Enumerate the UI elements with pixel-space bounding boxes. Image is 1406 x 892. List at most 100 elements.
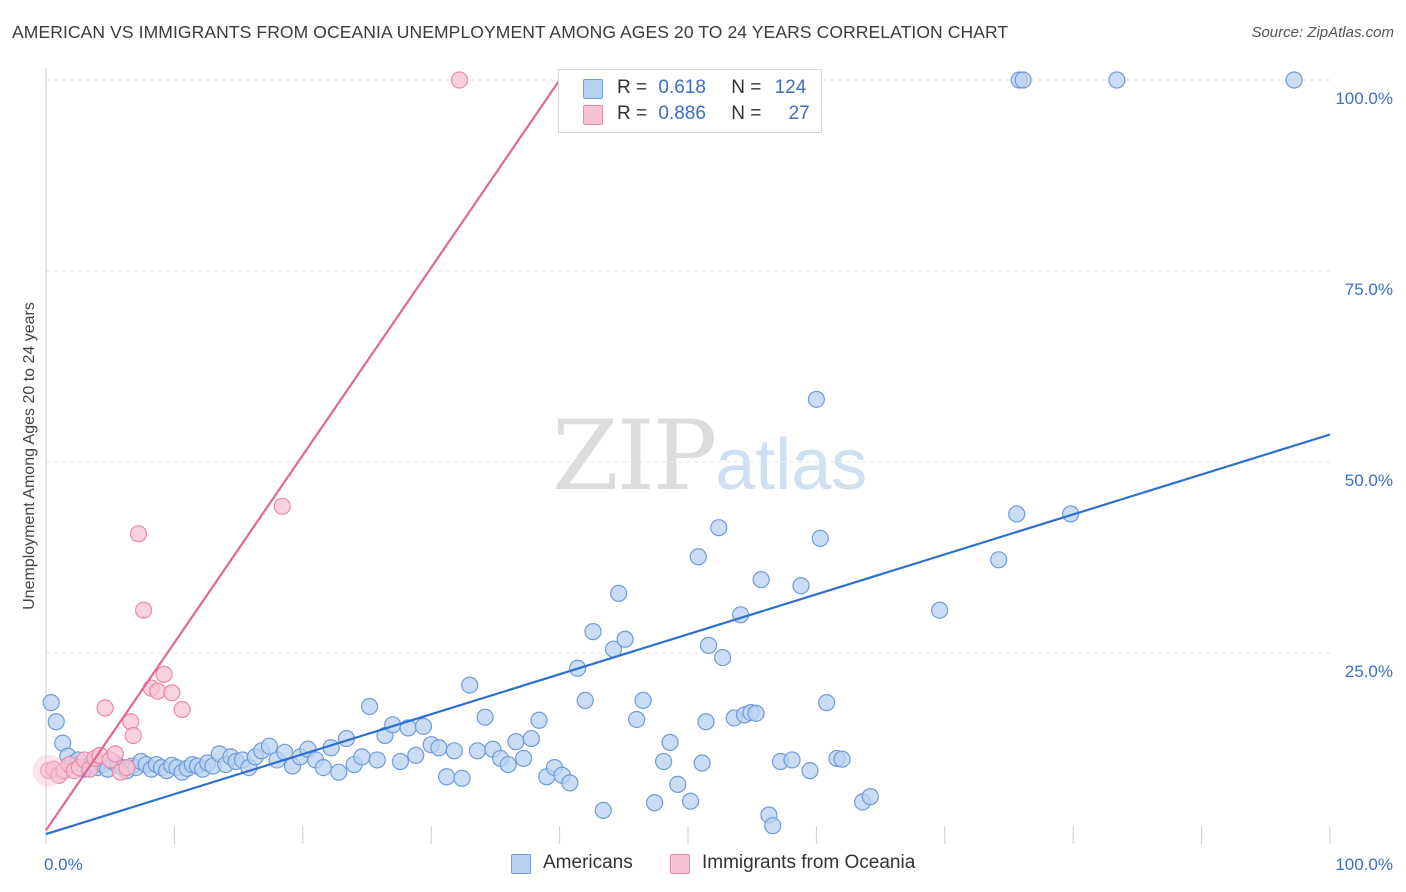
legend-n-label: N = bbox=[731, 103, 762, 124]
oceania-point bbox=[273, 497, 291, 515]
americans-point bbox=[1062, 505, 1080, 523]
oceania-point bbox=[450, 71, 469, 89]
americans-point bbox=[669, 775, 687, 794]
americans-point bbox=[445, 742, 463, 760]
legend-swatch-oceania bbox=[583, 105, 603, 125]
americans-point bbox=[610, 584, 628, 603]
americans-point bbox=[693, 754, 711, 772]
americans-point bbox=[714, 648, 732, 667]
americans-point bbox=[818, 694, 836, 712]
bottom-legend-label-americans: Americans bbox=[543, 852, 633, 873]
americans-point bbox=[681, 792, 700, 810]
americans-point bbox=[689, 548, 707, 566]
americans-point bbox=[391, 752, 409, 771]
chart-title: AMERICAN VS IMMIGRANTS FROM OCEANIA UNEM… bbox=[12, 22, 1009, 42]
americans-point bbox=[353, 748, 371, 766]
americans-point bbox=[807, 390, 826, 408]
americans-point bbox=[515, 749, 533, 768]
americans-point bbox=[314, 758, 332, 777]
grid-lines bbox=[46, 79, 1330, 654]
americans-point bbox=[811, 529, 829, 548]
americans-trend-line bbox=[45, 433, 1331, 836]
americans-point bbox=[330, 763, 348, 781]
legend-r-value-americans: 0.618 bbox=[658, 77, 706, 98]
legend-r-label: R = bbox=[617, 77, 648, 98]
americans-point bbox=[764, 817, 782, 835]
americans-point bbox=[634, 691, 652, 709]
watermark-zip: ZIP bbox=[552, 400, 717, 512]
americans-point bbox=[561, 774, 579, 792]
americans-point bbox=[699, 636, 718, 654]
americans-point bbox=[661, 733, 679, 751]
americans-point bbox=[468, 742, 487, 760]
americans-point bbox=[47, 713, 65, 731]
x-tick-label-max: 100.0% bbox=[1335, 855, 1393, 874]
americans-point bbox=[360, 697, 379, 716]
watermark-atlas: atlas bbox=[715, 425, 868, 505]
bottom-legend-swatch-oceania bbox=[670, 854, 690, 874]
oceania-point bbox=[118, 758, 136, 777]
americans-point bbox=[646, 794, 664, 812]
americans-point bbox=[507, 733, 525, 751]
y-tick-label-100: 100.0% bbox=[1335, 89, 1393, 108]
americans-point bbox=[861, 788, 879, 806]
americans-point bbox=[1014, 71, 1032, 89]
americans-point bbox=[260, 737, 279, 755]
americans-point bbox=[697, 713, 715, 731]
americans-point bbox=[833, 750, 851, 768]
oceania-point bbox=[96, 699, 114, 717]
americans-point bbox=[430, 739, 448, 757]
americans-point bbox=[1108, 71, 1126, 89]
oceania-point bbox=[149, 682, 167, 700]
bottom-legend-swatch-americans bbox=[511, 854, 531, 874]
oceania-point bbox=[106, 745, 124, 763]
oceania-point bbox=[129, 525, 148, 543]
americans-point bbox=[801, 762, 819, 780]
americans-point bbox=[1008, 505, 1026, 523]
americans-point bbox=[783, 751, 801, 769]
americans-point bbox=[476, 708, 494, 726]
source-credit: Source: ZipAtlas.com bbox=[1251, 24, 1394, 41]
americans-point bbox=[522, 729, 540, 748]
americans-point bbox=[42, 694, 60, 712]
legend-text-oceania: R = 0.886 N = 27 bbox=[617, 103, 810, 125]
legend-n-value-americans: 124 bbox=[774, 77, 807, 98]
legend-swatch-americans bbox=[583, 79, 603, 99]
tick-labels: 25.0% 50.0% 75.0% 100.0% 0.0% 100.0% bbox=[44, 89, 1393, 874]
series-oceania-points bbox=[32, 71, 469, 787]
legend-r-label: R = bbox=[617, 103, 648, 124]
oceania-point bbox=[134, 601, 153, 619]
americans-point bbox=[747, 704, 765, 722]
oceania-point bbox=[163, 684, 181, 702]
americans-point bbox=[752, 571, 770, 589]
y-tick-label-25: 25.0% bbox=[1345, 662, 1393, 681]
americans-point bbox=[990, 551, 1008, 569]
watermark: ZIPatlas bbox=[552, 400, 867, 512]
axes bbox=[45, 68, 1331, 844]
americans-point bbox=[628, 710, 646, 729]
legend-n-value-oceania: 27 bbox=[788, 103, 810, 124]
legend-r-value-oceania: 0.886 bbox=[658, 103, 706, 124]
oceania-point bbox=[124, 726, 142, 745]
y-axis-label: Unemployment Among Ages 20 to 24 years bbox=[21, 302, 38, 610]
americans-point bbox=[792, 577, 810, 595]
americans-point bbox=[438, 768, 456, 786]
bottom-legend-label-oceania: Immigrants from Oceania bbox=[702, 852, 916, 873]
americans-point bbox=[931, 601, 949, 619]
stats-legend: R = 0.618 N = 124 R = 0.886 N = 27 bbox=[558, 69, 822, 133]
americans-point bbox=[576, 691, 594, 709]
americans-point bbox=[710, 519, 728, 537]
oceania-point bbox=[155, 665, 173, 683]
americans-point bbox=[594, 801, 612, 819]
americans-point bbox=[499, 755, 517, 774]
series-americans-points bbox=[42, 71, 1303, 835]
americans-point bbox=[655, 752, 673, 771]
americans-point bbox=[584, 623, 602, 641]
americans-point bbox=[453, 769, 471, 787]
americans-point bbox=[530, 711, 548, 729]
trend-lines bbox=[45, 79, 1331, 836]
americans-point bbox=[1285, 71, 1303, 89]
americans-point bbox=[407, 746, 425, 764]
legend-n-label: N = bbox=[731, 77, 762, 98]
